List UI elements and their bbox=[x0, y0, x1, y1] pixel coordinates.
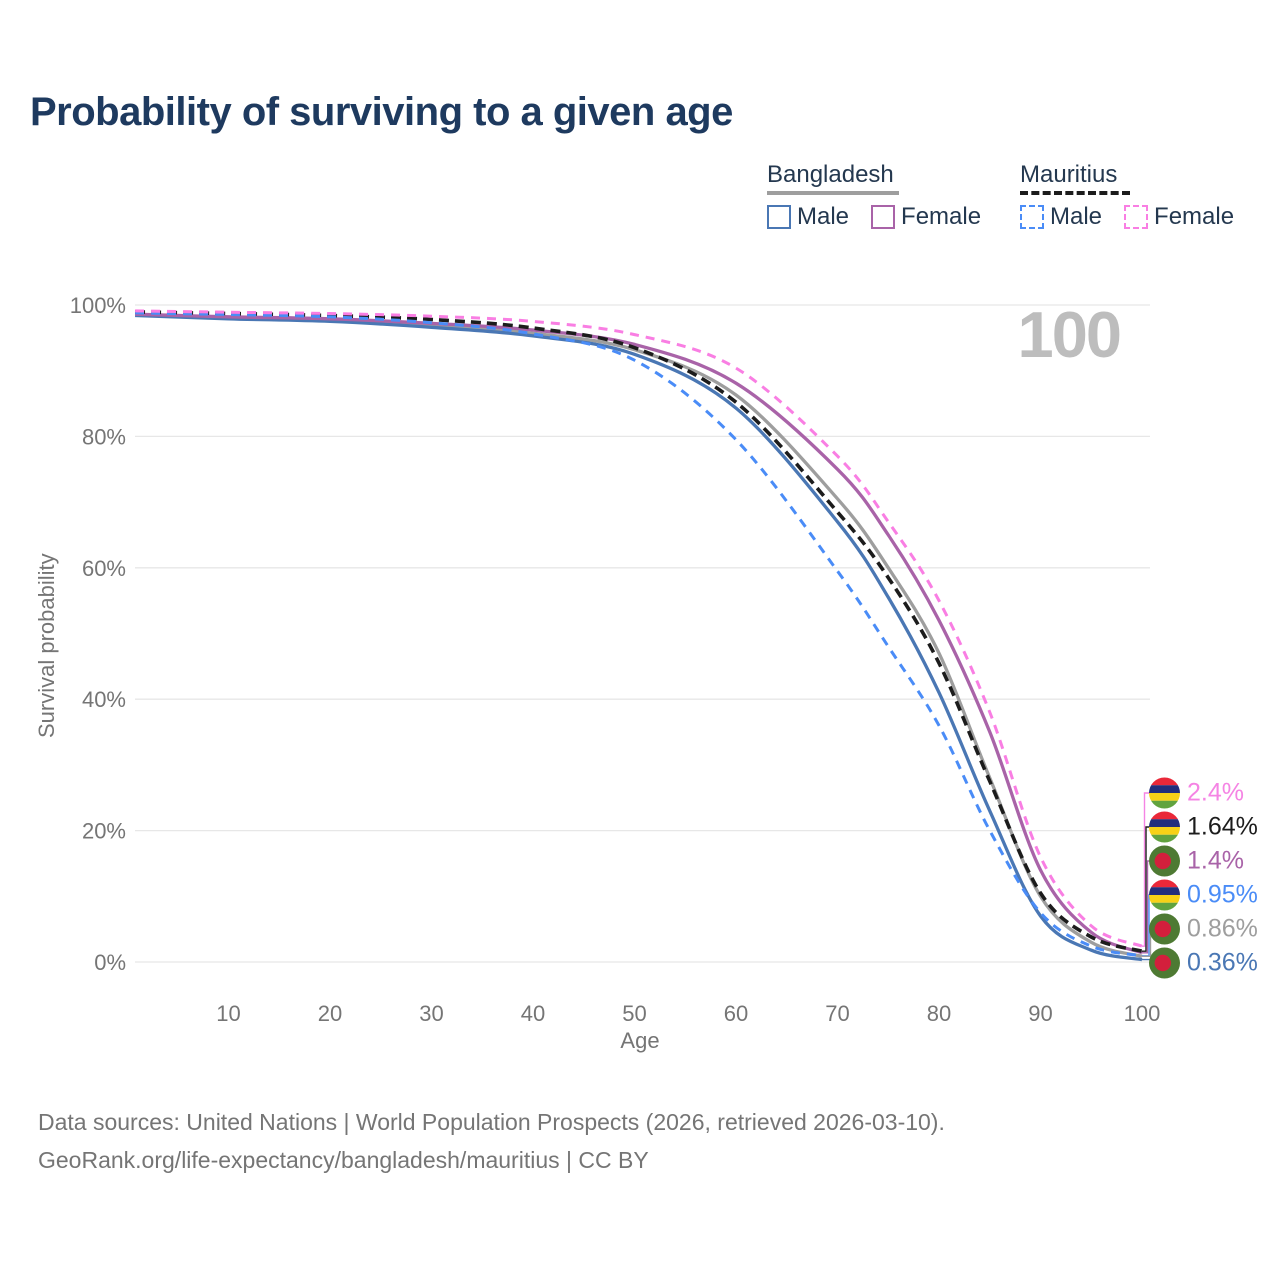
legend-group-mauritius: Mauritius Male Female bbox=[1020, 162, 1234, 231]
data-sources-line: Data sources: United Nations | World Pop… bbox=[38, 1109, 945, 1135]
chart-title: Probability of surviving to a given age bbox=[30, 90, 733, 134]
age-counter-watermark: 100 bbox=[1017, 298, 1122, 371]
end-label-value: 1.4% bbox=[1187, 846, 1244, 875]
flag-icon-mauritius bbox=[1149, 879, 1180, 911]
y-tick-label: 0% bbox=[94, 950, 126, 975]
leader-line bbox=[1142, 826, 1150, 952]
legend-country-label: Bangladesh bbox=[767, 161, 894, 188]
end-label-value: 1.64% bbox=[1187, 812, 1258, 841]
end-label-row: 1.4% bbox=[1149, 845, 1244, 877]
x-tick-label: 70 bbox=[825, 1001, 849, 1026]
end-label-value: 0.95% bbox=[1187, 880, 1258, 909]
x-tick-label: 10 bbox=[216, 1001, 240, 1026]
end-label-row: 1.64% bbox=[1149, 811, 1258, 843]
end-label-value: 2.4% bbox=[1187, 778, 1244, 807]
legend-line-sample-solid bbox=[767, 191, 899, 195]
series-line-bangladesh-female bbox=[135, 312, 1143, 955]
legend-item-bangladesh-male: Male bbox=[767, 203, 849, 231]
flag-icon-bangladesh bbox=[1149, 947, 1180, 979]
series-line-mauritius-female bbox=[135, 309, 1143, 948]
x-tick-label: 90 bbox=[1028, 1001, 1052, 1026]
y-tick-label: 80% bbox=[82, 424, 126, 449]
legend-group-bangladesh: Bangladesh Male Female bbox=[767, 162, 981, 231]
legend-item-mauritius-male: Male bbox=[1020, 203, 1102, 231]
flag-icon-mauritius bbox=[1149, 777, 1180, 809]
y-tick-label: 40% bbox=[82, 687, 126, 712]
flag-icon-bangladesh bbox=[1149, 913, 1180, 945]
x-tick-label: 20 bbox=[318, 1001, 342, 1026]
series-line-mauritius-male bbox=[135, 311, 1143, 958]
end-label-value: 0.86% bbox=[1187, 914, 1258, 943]
x-tick-label: 50 bbox=[622, 1001, 646, 1026]
legend-item-label: Female bbox=[1154, 203, 1235, 230]
flag-icon-bangladesh bbox=[1149, 845, 1180, 877]
y-tick-label: 100% bbox=[70, 293, 126, 318]
end-label-row: 2.4% bbox=[1149, 777, 1244, 809]
x-axis-title: Age bbox=[620, 1028, 660, 1053]
y-tick-label: 60% bbox=[82, 556, 126, 581]
end-label-row: 0.36% bbox=[1149, 947, 1258, 979]
legend-item-label: Male bbox=[797, 203, 850, 230]
x-tick-label: 60 bbox=[724, 1001, 748, 1026]
leader-line bbox=[1142, 792, 1150, 947]
legend-country-label: Mauritius bbox=[1020, 161, 1118, 188]
leader-line bbox=[1142, 860, 1150, 954]
legend-line-sample-dashed bbox=[1020, 191, 1130, 195]
legend-item-label: Female bbox=[901, 203, 982, 230]
end-label-row: 0.86% bbox=[1149, 913, 1258, 945]
end-label-row: 0.95% bbox=[1149, 879, 1258, 911]
source-url-line: GeoRank.org/life-expectancy/bangladesh/m… bbox=[38, 1147, 649, 1173]
x-tick-label: 100 bbox=[1124, 1001, 1161, 1026]
series-line-mauritius-total bbox=[135, 310, 1143, 953]
legend-swatch-icon bbox=[1020, 205, 1044, 229]
legend-item-label: Male bbox=[1050, 203, 1103, 230]
end-label-value: 0.36% bbox=[1187, 948, 1258, 977]
legend-item-bangladesh-female: Female bbox=[871, 203, 981, 231]
footer: Data sources: United Nations | World Pop… bbox=[38, 1103, 945, 1179]
series-line-bangladesh-male bbox=[135, 313, 1143, 962]
legend-swatch-icon bbox=[871, 205, 896, 229]
y-tick-label: 20% bbox=[82, 819, 126, 844]
x-tick-label: 40 bbox=[521, 1001, 545, 1026]
series-line-bangladesh-total bbox=[135, 313, 1143, 958]
legend-swatch-icon bbox=[1124, 205, 1149, 229]
legend-item-mauritius-female: Female bbox=[1124, 203, 1234, 231]
legend-swatch-icon bbox=[767, 205, 791, 229]
x-tick-label: 80 bbox=[927, 1001, 951, 1026]
x-tick-label: 30 bbox=[419, 1001, 443, 1026]
flag-icon-mauritius bbox=[1149, 811, 1180, 843]
